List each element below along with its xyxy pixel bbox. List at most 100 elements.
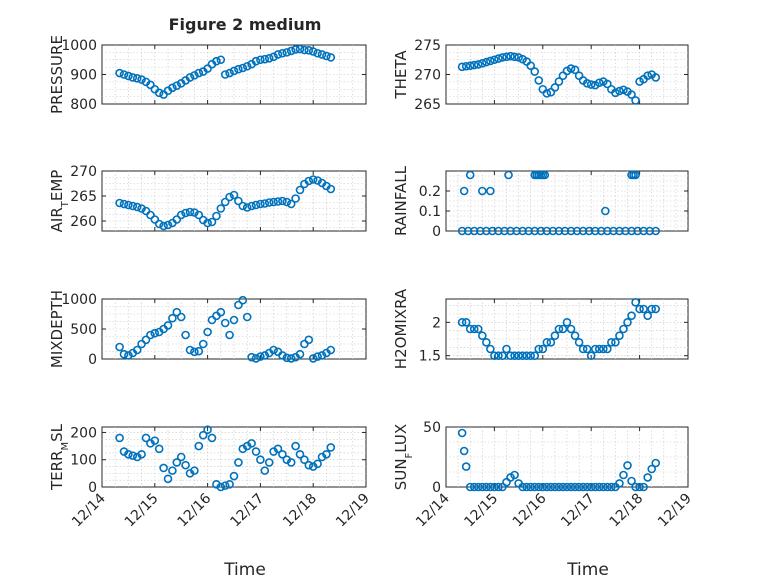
panel-5-data-point [198,339,208,349]
panel-4-data-point [603,226,612,236]
panel-6-data-point [461,318,471,327]
panel-6-data-point [465,324,475,334]
panel-2-data-point [582,79,592,88]
panel-2-data-point [473,60,483,69]
panel-7-data-point [203,425,212,435]
panel-7-data-point [216,482,226,492]
panel-1-data-point [190,71,199,80]
panel-2-data-point [603,79,612,89]
panel-3-data-point [304,176,314,186]
panel-8-data-point [534,482,544,492]
panel-1-data-point [242,61,252,71]
panel-6-data-point [582,344,592,354]
panel-4-data-point [482,226,491,236]
panel-4-data-point [536,226,546,236]
panel-7-data-point [124,449,133,459]
panel-5-y-tick-label: 500 [70,322,97,338]
panel-4-data-point [459,186,469,196]
panel-3-data-point [229,190,239,200]
panel-8-data-point [459,446,469,456]
panel-8-data-point [562,482,572,492]
panel-5-data-point [317,351,327,360]
panel-6-data-point [502,344,511,354]
panel-1-data-point [238,63,248,73]
panel-8-x-tick-label: 12/19 [655,491,695,531]
panel-2-data-point [494,54,503,63]
panel-5-data-point [216,307,226,317]
panel-4-data-point [475,226,485,236]
panel-3-data-point [137,204,146,213]
panel-4-data-point [457,226,467,236]
panel-7-x-tick-label: 12/15 [122,491,162,531]
panel-1-data-point [282,48,292,57]
panel-2-data-point [465,61,475,70]
panel-7-data-point [326,443,336,452]
panel-5-data-point [119,349,129,359]
panel-3-data-point [119,199,129,209]
panel-7-data-point [198,430,208,440]
panel-1-data-point [146,80,155,90]
panel-2-data-point [570,65,580,75]
panel-3-data-point [313,176,322,185]
panel-8-data-point [627,476,636,486]
panel-6-data-point [550,331,560,340]
panel-6-data-point [477,331,487,340]
panel-1-data-point [260,54,270,64]
panel-3-data-point [185,207,195,217]
panel-3-data-point [194,210,204,220]
panel-1-data-point [322,51,331,61]
panel-4-data-point [494,226,503,236]
panel-7-x-tick-label: 12/19 [333,491,373,531]
panel-4-data-point [504,170,513,180]
panel-8-data-point [631,482,640,492]
panel-8-data-point [538,482,548,492]
panel-2-data-point [502,52,511,62]
panel-1-data-point [273,50,283,59]
panel-3-data-point [242,203,252,212]
panel-7-x-tick-label: 12/17 [227,491,267,531]
panel-1-data-point [317,50,327,59]
panel-3-data-point [146,210,155,220]
panel-7-data-point [251,447,261,456]
panel-2-data-point [477,58,487,68]
panel-6-data-point [566,324,576,334]
panel-2-data-point [469,60,479,70]
panel-3-data-point [251,200,261,210]
panel-3-data-point [124,200,133,210]
panel-1-data-point [256,55,265,65]
panel-8-data-point [590,482,600,492]
panel-2-data-point [506,51,515,61]
panel-6-y-tick-label: 1.5 [419,349,441,365]
panel-7-data-point [137,449,146,459]
panel-7-data-point [220,481,230,490]
panel-2-y-axis-label: THETA [392,50,410,100]
panel-4-y-tick-label: 0 [432,224,441,240]
panel-2-y-tick-label: 275 [414,38,441,54]
panel-2-data-point [457,62,467,72]
panel-8-x-tick-label: 12/18 [607,491,647,531]
panel-7-x-tick-label: 12/14 [69,490,109,530]
panel-6-data-point [635,304,644,314]
panel-4-data-point [601,206,610,216]
panel-6-y-tick-label: 2 [432,315,441,331]
panel-6-data-point [546,338,556,347]
panel-3-data-point [282,197,292,207]
panel-5-data-point [132,345,142,355]
panel-1-data-point [234,64,243,74]
panel-8-data-point [623,461,632,470]
panel-1-data-point [264,53,274,63]
panel-3-data-point [216,204,226,213]
panel-8-data-point [598,482,608,492]
panel-8-data-point [486,482,495,492]
panel-3-data-point [220,197,230,207]
panel-3-data-point [176,210,186,220]
panel-1-y-axis-label: PRESSURE [48,35,66,114]
panel-8-data-point [615,479,624,488]
panel-8-data-point [461,462,471,471]
panel-2-data-point [619,85,628,95]
panel-5-data-point [194,346,204,356]
panel-5-data-point [220,318,230,328]
panel-1-data-point [124,71,133,81]
panel-1-data-point [220,70,230,79]
